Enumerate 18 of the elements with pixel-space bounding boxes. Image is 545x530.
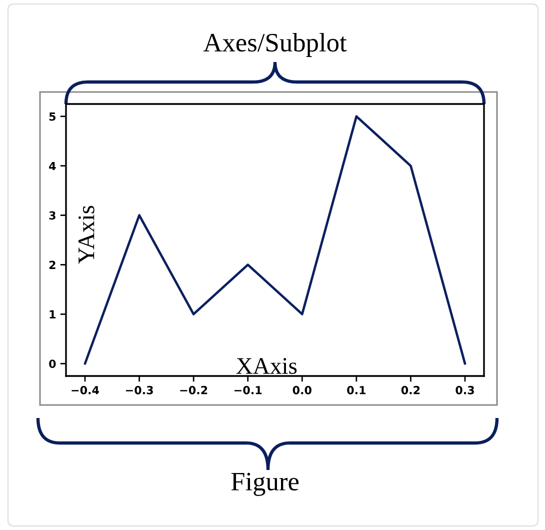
y-tick-label: 2 — [49, 260, 56, 269]
y-tick-label: 5 — [49, 112, 56, 121]
x-axis-title: XAxis — [236, 358, 297, 374]
x-tick-label: 0.1 — [347, 386, 366, 394]
y-tick-label: 4 — [49, 162, 56, 170]
text: Figure — [231, 472, 299, 496]
x-tick-label: −0.2 — [180, 386, 208, 394]
x-tick-label: −0.1 — [234, 386, 262, 394]
y-tick-label: 3 — [49, 211, 56, 220]
x-tick-label: −0.4 — [72, 386, 99, 394]
y-axis-title: YAxis — [78, 206, 94, 264]
y-tick-label: 1 — [50, 310, 56, 318]
text: Axes/Subplot — [203, 33, 347, 57]
x-tick-label: 0.0 — [292, 386, 312, 394]
x-tick-label: 0.3 — [456, 386, 474, 394]
y-tick-label: 0 — [49, 360, 56, 368]
x-tick-label: −0.3 — [126, 386, 153, 394]
x-tick-label: 0.2 — [401, 386, 420, 394]
